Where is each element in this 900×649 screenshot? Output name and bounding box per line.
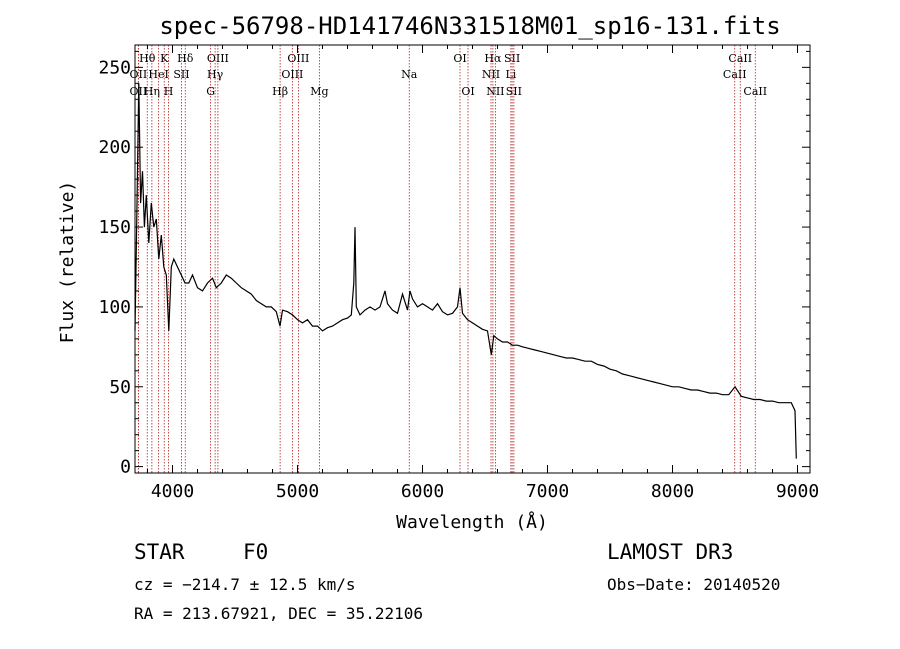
marker-label: H bbox=[164, 85, 174, 98]
survey-name: LAMOST DR3 bbox=[607, 540, 734, 564]
marker-label: HeI bbox=[148, 68, 168, 81]
y-tick-label: 50 bbox=[109, 377, 131, 398]
marker-label: Mg bbox=[310, 85, 328, 98]
marker-label: Hη bbox=[144, 85, 160, 98]
x-tick-label: 7000 bbox=[526, 481, 569, 502]
object-class: STAR bbox=[134, 540, 185, 564]
x-axis-label: Wavelength (Å) bbox=[396, 511, 548, 533]
axis-ticks: 4000 5000 6000 7000 8000 9000 0 50 100 150 200 250 bbox=[98, 45, 819, 502]
marker-label: Hθ bbox=[139, 52, 156, 65]
y-tick-label: 0 bbox=[120, 457, 131, 478]
marker-label: Li bbox=[505, 68, 516, 81]
marker-label: SII bbox=[173, 68, 189, 81]
marker-label: OII bbox=[130, 68, 148, 81]
x-tick-label: 5000 bbox=[276, 481, 319, 502]
x-tick-label: 9000 bbox=[776, 481, 819, 502]
marker-label: OIII bbox=[207, 52, 229, 65]
coordinates: RA = 213.67921, DEC = 35.22106 bbox=[134, 604, 423, 623]
marker-label: SII bbox=[504, 52, 520, 65]
marker-label: NII bbox=[482, 68, 500, 81]
marker-label: Na bbox=[401, 68, 418, 81]
marker-label: OI bbox=[461, 85, 474, 98]
y-tick-label: 150 bbox=[98, 217, 131, 238]
observation-date: Obs−Date: 20140520 bbox=[607, 575, 781, 594]
subclass: F0 bbox=[243, 540, 269, 564]
marker-label: CaII bbox=[743, 85, 767, 98]
marker-label: SII bbox=[506, 85, 522, 98]
marker-label: CaII bbox=[728, 52, 752, 65]
marker-label: K bbox=[160, 52, 169, 65]
marker-label: NII bbox=[486, 85, 504, 98]
marker-label: Hγ bbox=[207, 68, 224, 81]
marker-label: Hα bbox=[484, 52, 502, 65]
spectrum-line bbox=[134, 83, 797, 459]
y-tick-label: 200 bbox=[98, 137, 131, 158]
x-tick-label: 4000 bbox=[151, 481, 194, 502]
marker-label: OIII bbox=[281, 68, 303, 81]
x-tick-label: 8000 bbox=[651, 481, 694, 502]
marker-label: Hδ bbox=[177, 52, 194, 65]
plot-frame bbox=[134, 44, 811, 474]
marker-label: OIII bbox=[287, 52, 309, 65]
y-axis-label: Flux (relative) bbox=[57, 181, 78, 344]
marker-label: G bbox=[206, 85, 215, 98]
y-tick-label: 250 bbox=[98, 57, 131, 78]
marker-label: OI bbox=[453, 52, 466, 65]
y-tick-label: 100 bbox=[98, 297, 131, 318]
marker-label: CaII bbox=[723, 68, 747, 81]
marker-label: Hβ bbox=[272, 85, 288, 98]
redshift-velocity: cz = −214.7 ± 12.5 km/s bbox=[134, 575, 356, 594]
x-tick-label: 6000 bbox=[401, 481, 444, 502]
chart-title: spec-56798-HD141746N331518M01_sp16-131.f… bbox=[159, 12, 780, 40]
